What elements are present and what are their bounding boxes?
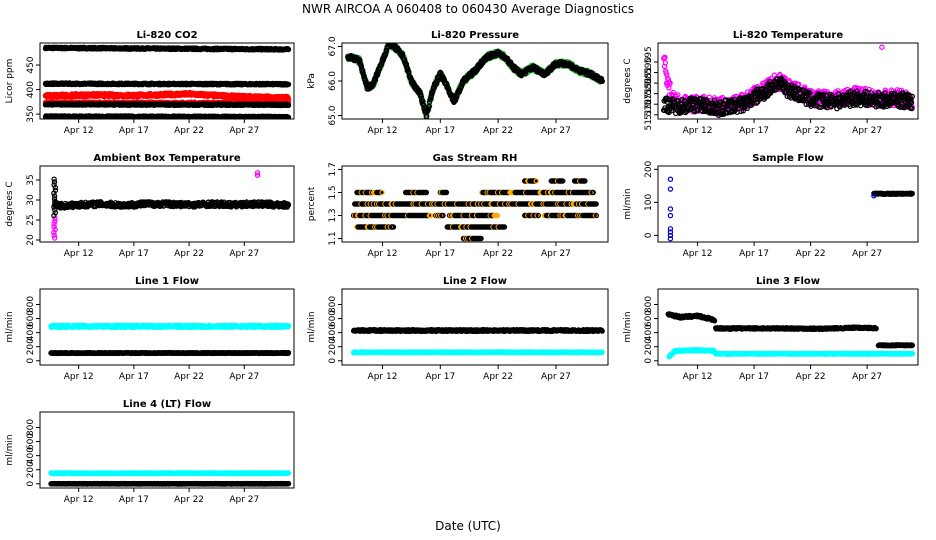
y-tick-label: 400 — [26, 81, 36, 98]
series-pressure — [345, 43, 605, 119]
series-ref_mid — [42, 80, 292, 88]
x-tick-label: Apr 12 — [368, 126, 398, 136]
x-tick-label: Apr 17 — [425, 126, 455, 136]
x-tick-label: Apr 22 — [174, 126, 204, 136]
x-tick-label: Apr 22 — [483, 126, 513, 136]
x-tick-label: Apr 27 — [541, 126, 571, 136]
series-sample — [42, 89, 292, 103]
figure-xlabel: Date (UTC) — [435, 519, 501, 533]
x-tick-label: Apr 27 — [229, 126, 259, 136]
series-ref_high — [42, 44, 292, 53]
panel-data — [345, 43, 605, 119]
panel-data — [661, 44, 916, 119]
y-tick-label: 65.0 — [328, 105, 338, 125]
panel-title: Li-820 CO2 — [136, 30, 197, 41]
panel-title: Li-820 Pressure — [431, 30, 519, 41]
y-tick-label: 450 — [26, 56, 36, 73]
x-tick-label: Apr 12 — [64, 126, 94, 136]
panel-data — [42, 44, 292, 119]
data-point — [285, 81, 292, 88]
panel-ylabel: Licor ppm — [5, 59, 15, 104]
series-ref_low — [42, 100, 292, 109]
panel-0: Li-820 CO2 Licor ppm 350 400 450 Apr 12 Apr 17… — [5, 30, 295, 136]
panel-ylabel: degrees C — [623, 58, 633, 103]
y-tick-label: 350 — [26, 105, 36, 122]
panel-title: Li-820 Temperature — [733, 30, 843, 41]
y-tick-label: 67.0 — [328, 36, 338, 56]
panel-ylabel: kPa — [307, 73, 317, 89]
y-tick-label: 66.0 — [328, 71, 338, 91]
x-tick-label: Apr 17 — [119, 126, 149, 136]
data-point — [285, 46, 292, 53]
figure-title: NWR AIRCOA A 060408 to 060430 Average Di… — [302, 2, 634, 16]
panel-1: Li-820 Pressure kPa 65.0 66.0 67.0 Apr 12 Apr … — [307, 30, 609, 136]
